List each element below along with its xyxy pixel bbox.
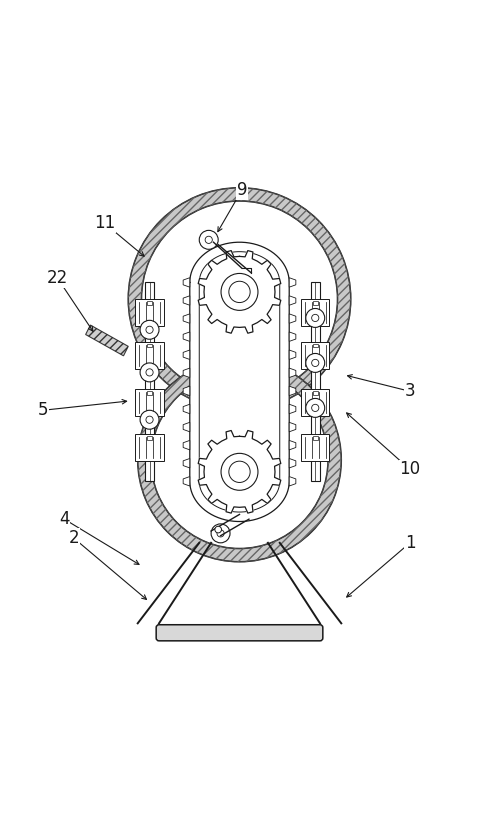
Circle shape: [215, 526, 221, 533]
Bar: [301, 434, 330, 461]
Circle shape: [140, 410, 159, 429]
Bar: [147, 301, 152, 305]
FancyBboxPatch shape: [156, 625, 323, 641]
Polygon shape: [183, 441, 190, 450]
Polygon shape: [86, 325, 128, 356]
Text: 1: 1: [405, 534, 415, 552]
Polygon shape: [183, 332, 190, 341]
Polygon shape: [198, 431, 281, 513]
Bar: [147, 391, 152, 395]
Text: 2: 2: [68, 529, 79, 547]
Text: 4: 4: [59, 510, 69, 528]
Polygon shape: [289, 458, 296, 468]
Bar: [310, 282, 320, 481]
Polygon shape: [183, 458, 190, 468]
Bar: [136, 342, 164, 369]
Bar: [301, 389, 330, 417]
Polygon shape: [183, 476, 190, 486]
Bar: [313, 301, 318, 305]
Text: 9: 9: [237, 181, 247, 199]
Circle shape: [306, 354, 325, 373]
Polygon shape: [289, 422, 296, 432]
Text: 10: 10: [399, 461, 421, 478]
Polygon shape: [183, 295, 190, 305]
Bar: [285, 379, 297, 387]
Circle shape: [140, 363, 159, 382]
Polygon shape: [289, 441, 296, 450]
Polygon shape: [190, 242, 289, 521]
Polygon shape: [183, 422, 190, 432]
Circle shape: [211, 524, 230, 543]
Polygon shape: [289, 295, 296, 305]
Polygon shape: [198, 251, 281, 333]
Bar: [182, 379, 194, 387]
Circle shape: [221, 273, 258, 310]
Bar: [301, 299, 330, 326]
Bar: [301, 342, 330, 369]
Polygon shape: [183, 314, 190, 324]
Bar: [313, 344, 318, 348]
Bar: [136, 389, 164, 417]
Polygon shape: [183, 350, 190, 359]
Bar: [147, 436, 152, 440]
Bar: [147, 344, 152, 348]
Bar: [313, 436, 318, 440]
FancyBboxPatch shape: [194, 379, 285, 387]
Bar: [285, 379, 297, 387]
Bar: [136, 434, 164, 461]
Bar: [182, 379, 194, 387]
Bar: [313, 391, 318, 395]
Text: 22: 22: [46, 269, 68, 286]
Text: 11: 11: [94, 214, 115, 232]
Circle shape: [128, 188, 351, 410]
Bar: [136, 299, 164, 326]
Polygon shape: [183, 278, 190, 287]
Polygon shape: [289, 278, 296, 287]
Polygon shape: [289, 350, 296, 359]
Circle shape: [199, 231, 218, 249]
Polygon shape: [289, 386, 296, 396]
Circle shape: [306, 309, 325, 327]
Circle shape: [140, 320, 159, 339]
Polygon shape: [289, 404, 296, 413]
Polygon shape: [183, 386, 190, 396]
Text: 3: 3: [405, 383, 415, 400]
Polygon shape: [289, 314, 296, 324]
Polygon shape: [183, 368, 190, 378]
Circle shape: [306, 398, 325, 417]
Bar: [145, 282, 154, 481]
Polygon shape: [289, 476, 296, 486]
Polygon shape: [289, 368, 296, 378]
Polygon shape: [289, 332, 296, 341]
Circle shape: [137, 359, 342, 562]
Circle shape: [221, 453, 258, 491]
Text: 5: 5: [38, 401, 48, 419]
Polygon shape: [183, 404, 190, 413]
